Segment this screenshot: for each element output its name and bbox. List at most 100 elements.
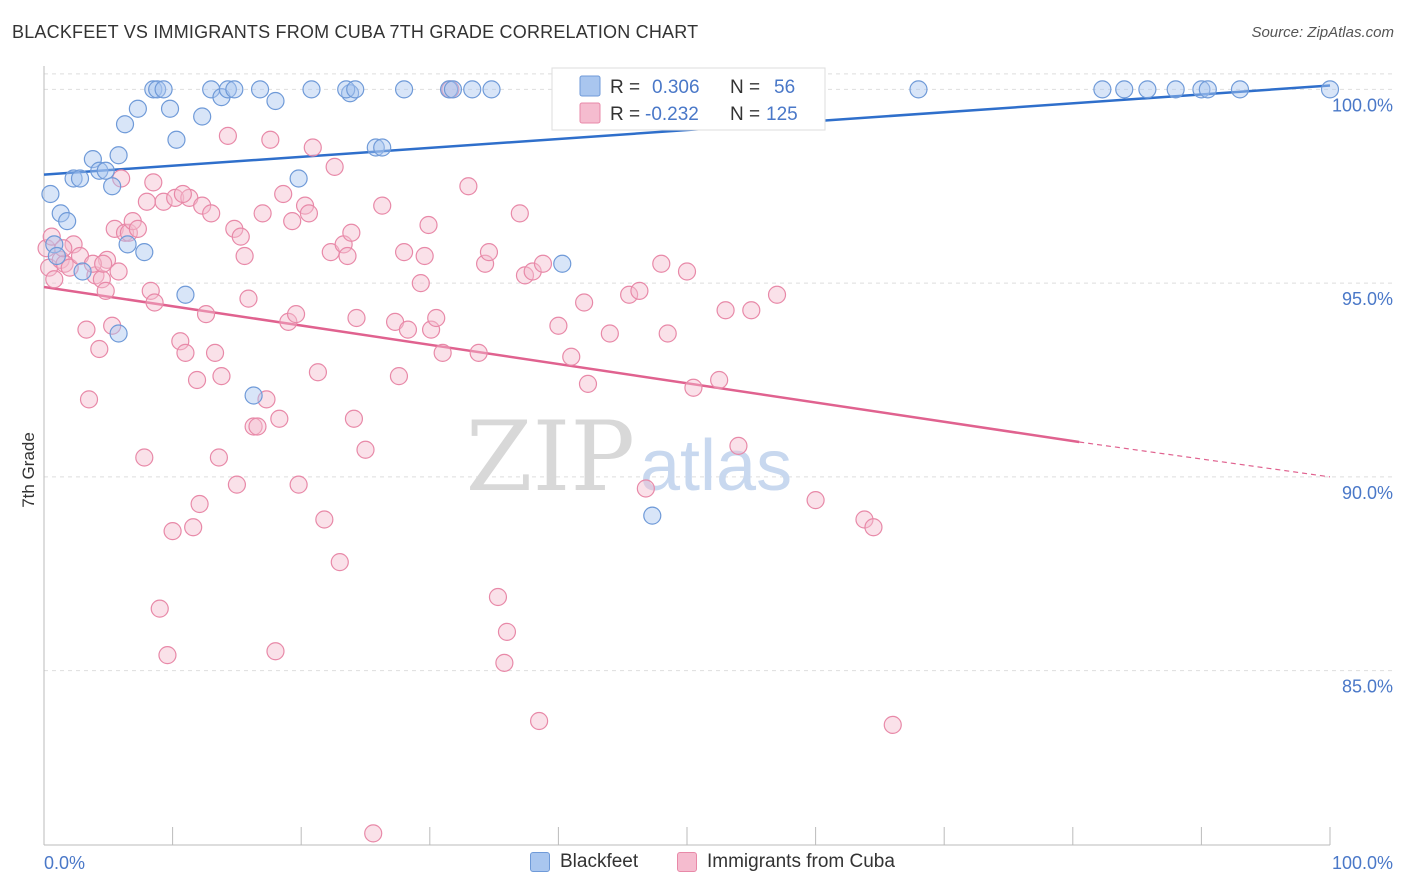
- cuba-point: [231, 227, 250, 246]
- bottom-legend-label-blackfeet: Blackfeet: [560, 851, 639, 872]
- cuba-point: [356, 440, 375, 459]
- blackfeet-point: [266, 91, 285, 111]
- axes: 85.0% 90.0% 95.0% 100.0% 0.0% 100.0%: [43, 66, 1393, 873]
- cuba-point: [96, 281, 115, 300]
- blackfeet-point: [1230, 80, 1250, 99]
- blackfeet-point: [193, 107, 212, 126]
- cuba-point: [187, 370, 207, 390]
- cuba-point: [510, 204, 529, 223]
- cuba-point: [562, 347, 581, 366]
- blackfeet-point: [1115, 80, 1134, 99]
- cuba-point: [325, 157, 344, 176]
- blackfeet-point: [176, 285, 195, 304]
- cuba-point: [459, 177, 478, 196]
- y-tick-label: 100.0%: [1332, 95, 1393, 115]
- cuba-point: [710, 370, 729, 390]
- cuba-point: [79, 390, 99, 409]
- cuba-point: [684, 378, 703, 397]
- legend-r-value-1: 0.306: [652, 77, 700, 98]
- bottom-legend-label-cuba: Immigrants from Cuba: [707, 851, 895, 872]
- cuba-point: [421, 320, 441, 339]
- cuba-point: [495, 653, 514, 672]
- blackfeet-point: [218, 80, 237, 99]
- blackfeet-point: [346, 80, 365, 99]
- cuba-point: [533, 254, 553, 273]
- blackfeet-point: [373, 138, 392, 157]
- blackfeet-point: [167, 130, 186, 149]
- cuba-point: [196, 305, 216, 324]
- cuba-point: [105, 219, 124, 238]
- cuba-point: [415, 246, 434, 266]
- blackfeet-point: [41, 184, 60, 204]
- cuba-point: [394, 243, 414, 262]
- cuba-point: [427, 308, 446, 328]
- cuba-point: [716, 301, 735, 320]
- blackfeet-point: [1192, 80, 1211, 99]
- blackfeet-point: [118, 235, 137, 254]
- blackfeet-point: [439, 80, 459, 99]
- blackfeet-point: [289, 169, 308, 188]
- cuba-point: [767, 285, 787, 304]
- blackfeet-point: [148, 80, 167, 99]
- cuba-point: [347, 308, 366, 328]
- blackfeet-point: [1138, 80, 1157, 99]
- cuba-point: [488, 587, 508, 607]
- stats-legend: R = 0.306 N = 56 R = -0.232 N = 125: [551, 67, 826, 131]
- cuba-point: [154, 192, 173, 211]
- legend-swatch-cuba: [579, 102, 601, 124]
- legend-n-value-1: 56: [774, 77, 795, 98]
- blackfeet-point: [103, 177, 122, 196]
- cuba-point: [636, 479, 655, 498]
- blackfeet-point: [250, 80, 270, 99]
- blackfeet-point: [154, 80, 173, 99]
- cuba-point: [373, 196, 392, 215]
- cuba-point: [677, 262, 697, 281]
- y-tick-label: 85.0%: [1342, 677, 1393, 697]
- chart-title: BLACKFEET VS IMMIGRANTS FROM CUBA 7TH GR…: [12, 22, 699, 42]
- blackfeet-point: [109, 324, 128, 343]
- trend-lines: [43, 84, 1331, 478]
- cuba-point: [600, 324, 619, 343]
- cuba-point: [497, 622, 517, 641]
- blackfeet-point: [909, 80, 928, 99]
- legend-n-label-1: N =: [730, 77, 760, 98]
- legend-r-value-2: -0.232: [645, 104, 699, 125]
- cuba-point: [806, 491, 825, 510]
- cuba-point: [549, 316, 568, 335]
- blackfeet-point: [225, 80, 244, 99]
- cuba-point: [479, 243, 499, 262]
- blackfeet-point: [244, 386, 263, 405]
- watermark: ZIP atlas: [466, 401, 792, 513]
- cuba-trend-line: [43, 285, 1080, 444]
- cuba-point: [344, 409, 364, 428]
- cuba-point: [212, 367, 231, 386]
- data-points: [37, 80, 1340, 843]
- blackfeet-point: [302, 80, 321, 99]
- cuba-point: [342, 223, 361, 242]
- blackfeet-point: [115, 115, 135, 134]
- cuba-point: [137, 192, 156, 211]
- bottom-legend-swatch-blackfeet: [530, 852, 550, 872]
- cuba-point: [338, 246, 357, 266]
- blackfeet-point: [128, 99, 147, 118]
- blackfeet-point: [109, 146, 128, 165]
- cuba-point: [135, 448, 154, 467]
- cuba-point: [145, 293, 164, 312]
- cuba-point: [171, 332, 190, 351]
- cuba-point: [64, 235, 83, 254]
- cuba-point: [45, 270, 64, 289]
- watermark-atlas: atlas: [640, 426, 792, 506]
- cuba-point: [77, 320, 96, 339]
- bottom-legend-cuba: Immigrants from Cuba: [677, 851, 895, 873]
- cuba-point: [864, 518, 883, 537]
- cuba-point: [109, 262, 128, 281]
- blackfeet-point: [1166, 80, 1185, 99]
- cuba-point: [92, 270, 111, 289]
- y-tick-label: 90.0%: [1342, 483, 1393, 503]
- cuba-point: [144, 173, 163, 192]
- cuba-point: [883, 715, 902, 734]
- cuba-point: [283, 212, 302, 231]
- cuba-point: [433, 343, 452, 362]
- cuba-point: [389, 367, 409, 386]
